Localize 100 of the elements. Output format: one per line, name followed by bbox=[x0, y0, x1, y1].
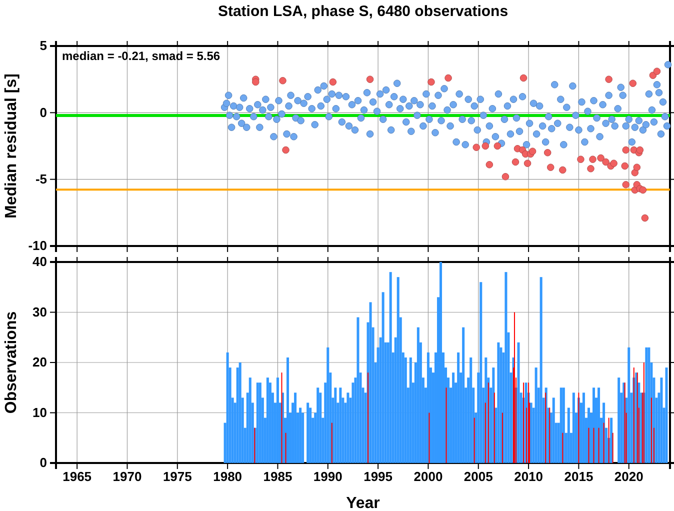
bar bbox=[560, 388, 562, 463]
bar bbox=[409, 357, 412, 463]
bar bbox=[339, 388, 342, 463]
bar bbox=[660, 378, 663, 463]
y-tick-label: 40 bbox=[32, 254, 47, 270]
bar bbox=[572, 392, 575, 463]
bar bbox=[534, 368, 538, 463]
bar bbox=[517, 342, 520, 463]
bar bbox=[628, 347, 630, 463]
point bbox=[486, 161, 494, 168]
y-tick-label: 0 bbox=[40, 104, 47, 120]
bar bbox=[562, 388, 565, 463]
bar bbox=[334, 388, 337, 463]
y-axis-title: Median residual [s] bbox=[3, 74, 20, 218]
bar bbox=[416, 327, 420, 463]
x-tick-label: 1995 bbox=[364, 469, 393, 484]
bar bbox=[497, 342, 500, 463]
bar bbox=[582, 392, 585, 463]
bar bbox=[389, 272, 392, 463]
bar bbox=[306, 402, 310, 463]
y-tick-label: 30 bbox=[32, 304, 47, 320]
point bbox=[639, 186, 647, 194]
x-tick-label: 2000 bbox=[414, 469, 443, 484]
point bbox=[633, 164, 641, 171]
bar bbox=[326, 347, 330, 463]
bar bbox=[276, 378, 279, 463]
point bbox=[329, 78, 337, 86]
point bbox=[546, 164, 554, 171]
y-tick-label: 20 bbox=[32, 354, 47, 370]
y-axis-title: Observations bbox=[3, 311, 20, 414]
bar bbox=[504, 272, 508, 463]
point bbox=[559, 166, 566, 174]
bar bbox=[648, 347, 650, 463]
bar bbox=[470, 357, 472, 463]
bar bbox=[294, 392, 297, 463]
point bbox=[622, 146, 630, 154]
point bbox=[520, 74, 528, 82]
bar bbox=[645, 347, 648, 463]
point bbox=[622, 181, 630, 188]
x-tick-label: 2005 bbox=[464, 469, 493, 484]
y-tick-label: 5 bbox=[40, 38, 47, 54]
point bbox=[641, 214, 649, 222]
bar bbox=[316, 388, 320, 463]
x-tick-label: 1975 bbox=[162, 469, 192, 484]
bar bbox=[256, 382, 259, 463]
point bbox=[472, 144, 480, 151]
point bbox=[512, 158, 520, 166]
bar bbox=[552, 398, 555, 463]
point bbox=[279, 77, 286, 84]
point bbox=[610, 160, 618, 167]
point bbox=[494, 142, 502, 150]
point bbox=[602, 158, 610, 166]
point bbox=[528, 148, 536, 155]
x-tick-label: 2010 bbox=[514, 469, 543, 484]
y-tick-label: 0 bbox=[40, 455, 47, 470]
point bbox=[282, 146, 290, 154]
point bbox=[587, 165, 594, 172]
bar bbox=[248, 378, 252, 463]
point bbox=[605, 76, 612, 83]
bar bbox=[356, 317, 360, 463]
point bbox=[577, 156, 584, 163]
bar bbox=[440, 262, 442, 463]
chart-title: Station LSA, phase S, 6480 observations bbox=[218, 3, 508, 20]
bar bbox=[226, 352, 229, 463]
bar bbox=[238, 362, 242, 463]
point bbox=[589, 156, 596, 163]
point bbox=[502, 173, 510, 180]
x-tick-label: 2015 bbox=[564, 469, 594, 484]
x-tick-label: 1990 bbox=[313, 469, 342, 484]
point bbox=[636, 146, 644, 154]
bar bbox=[567, 408, 570, 463]
point bbox=[524, 160, 532, 167]
x-tick-label: 1980 bbox=[213, 469, 242, 484]
point bbox=[428, 78, 435, 86]
y-tick-label: -5 bbox=[35, 171, 47, 186]
point bbox=[629, 80, 637, 87]
x-tick-label: 1965 bbox=[62, 469, 92, 484]
y-tick-label: -10 bbox=[28, 238, 47, 254]
bar bbox=[396, 277, 400, 463]
point bbox=[252, 78, 260, 86]
bar bbox=[457, 352, 460, 463]
bar bbox=[286, 357, 290, 463]
point bbox=[482, 142, 490, 150]
point bbox=[621, 162, 628, 170]
x-tick-label: 2020 bbox=[614, 469, 644, 484]
point bbox=[444, 74, 452, 82]
point bbox=[597, 154, 604, 162]
x-tick-label: 1970 bbox=[112, 469, 142, 484]
bar bbox=[618, 378, 620, 463]
bar bbox=[462, 327, 465, 463]
bar bbox=[266, 378, 269, 463]
point bbox=[544, 149, 552, 156]
annotation: median = -0.21, smad = 5.56 bbox=[62, 49, 220, 63]
y-tick-label: 10 bbox=[32, 404, 47, 420]
bar bbox=[346, 392, 350, 463]
bar bbox=[540, 277, 542, 463]
point bbox=[366, 76, 374, 83]
point bbox=[653, 68, 661, 75]
bar bbox=[480, 282, 482, 463]
bar bbox=[665, 368, 668, 463]
